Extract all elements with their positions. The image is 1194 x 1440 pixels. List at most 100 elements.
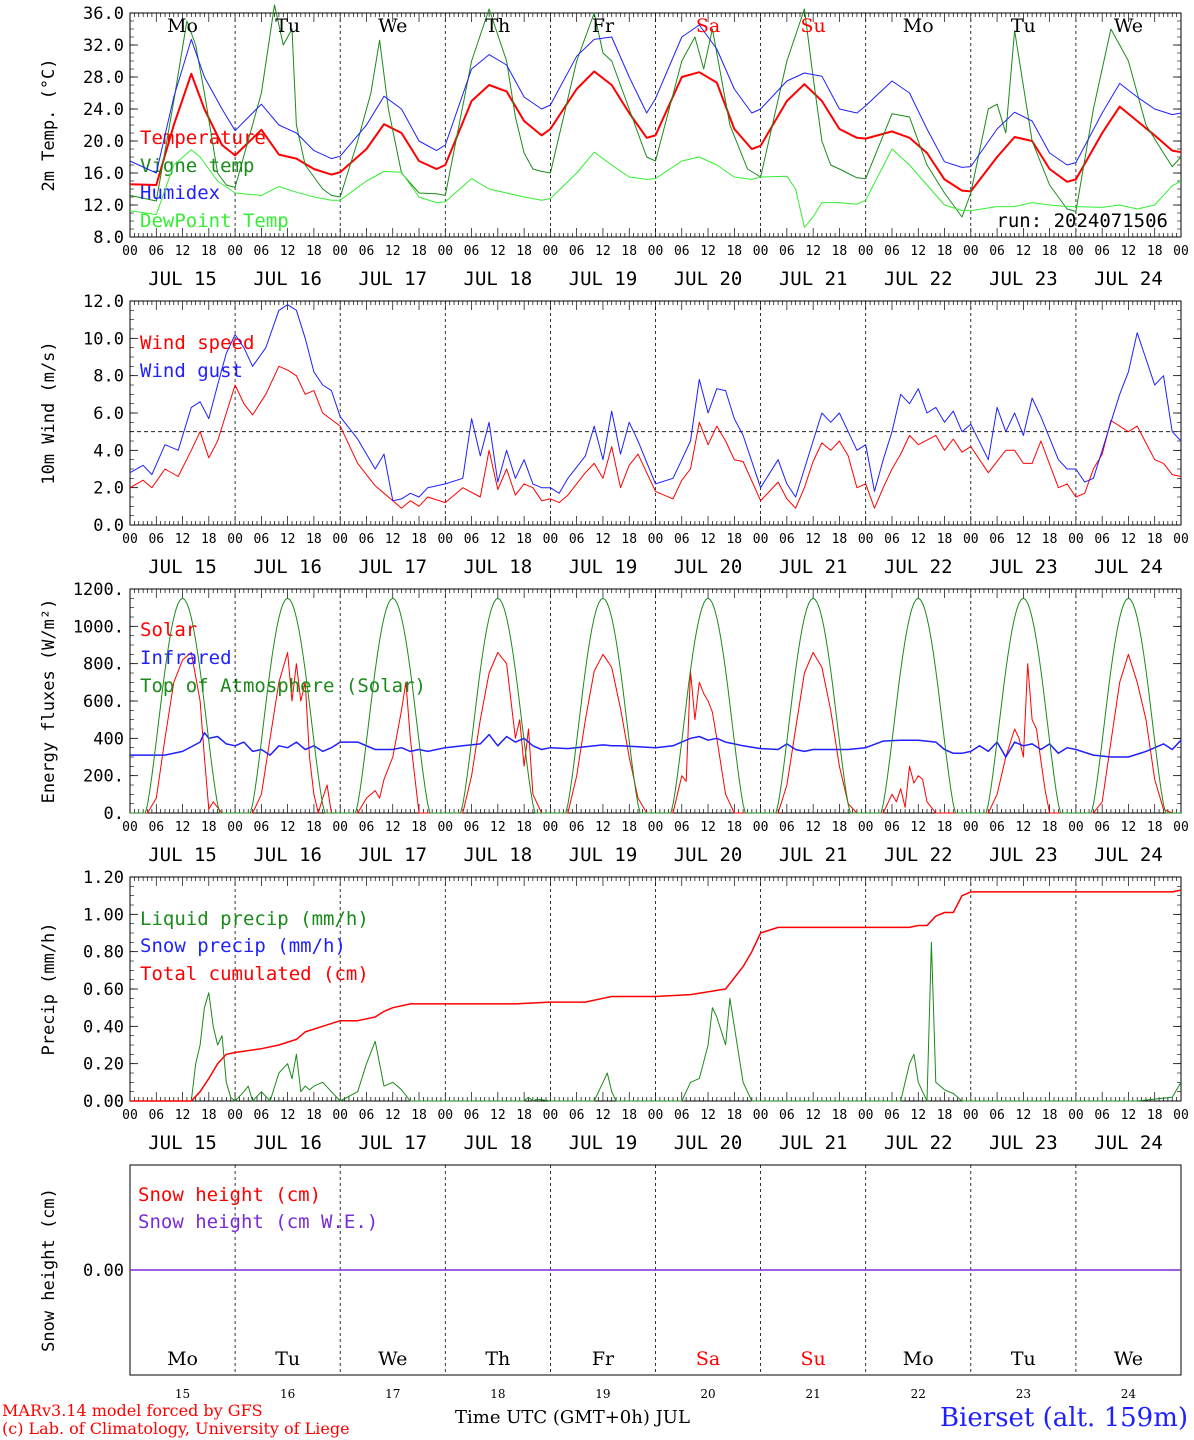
bottom-day-number: 18	[490, 1387, 505, 1401]
x-hour-label: 12	[805, 244, 821, 259]
x-hour-label: 06	[989, 1108, 1005, 1123]
x-hour-label: 18	[1147, 244, 1163, 259]
x-date-label: JUL 17	[358, 844, 427, 866]
panel-4: 1.20 1.00 0.80 0.60 0.40 0.20 0.00 Precip (mm/h…	[39, 868, 1189, 1154]
legend-entry: Temperature	[140, 127, 266, 149]
x-hour-label: 00	[1068, 1108, 1084, 1123]
series-wind-speed	[129, 365, 1182, 509]
bottom-day-label: Mo	[167, 1348, 198, 1370]
x-date-label: JUL 16	[253, 1132, 322, 1154]
x-hour-label: 06	[989, 532, 1005, 547]
x-hour-label: 12	[1016, 532, 1032, 547]
x-hour-label: 18	[201, 1108, 217, 1123]
x-hour-label: 06	[254, 820, 270, 835]
x-hour-label: 00	[1068, 244, 1084, 259]
day-of-week-label: Th	[485, 15, 510, 37]
x-hour-label: 06	[254, 244, 270, 259]
x-hour-label: 18	[937, 532, 953, 547]
x-hour-label: 18	[411, 532, 427, 547]
legend-entry: Snow height (cm W.E.)	[138, 1211, 378, 1233]
legend-entry: Liquid precip (mm/h)	[140, 908, 369, 930]
series-humidex	[129, 24, 1182, 174]
x-date-label: JUL 17	[358, 1132, 427, 1154]
bottom-day-number: 24	[1121, 1387, 1137, 1401]
y-tick-label: 1.00	[83, 905, 124, 925]
x-hour-label: 18	[1042, 1108, 1058, 1123]
x-hour-label: 12	[175, 820, 191, 835]
x-hour-label: 06	[884, 1108, 900, 1123]
x-hour-label: 06	[884, 244, 900, 259]
x-hour-label: 06	[464, 1108, 480, 1123]
y-tick-label: 1200.	[73, 580, 124, 600]
x-date-label: JUL 19	[569, 268, 638, 290]
x-hour-label: 06	[148, 820, 164, 835]
x-hour-label: 00	[122, 532, 138, 547]
x-hour-label: 18	[306, 532, 322, 547]
day-of-week-label: Su	[801, 15, 826, 37]
x-hour-label: 12	[700, 820, 716, 835]
x-hour-label: 18	[726, 244, 742, 259]
y-tick-label: 36.0	[83, 4, 124, 24]
day-of-week-label: Fr	[592, 15, 615, 37]
bottom-day-label: Sa	[696, 1348, 720, 1370]
day-of-week-label: Tu	[275, 15, 300, 37]
x-hour-label: 06	[254, 1108, 270, 1123]
x-hour-label: 12	[1016, 820, 1032, 835]
day-of-week-label: Tu	[1011, 15, 1036, 37]
x-date-label: JUL 22	[884, 1132, 953, 1154]
x-hour-label: 00	[332, 532, 348, 547]
x-hour-label: 06	[779, 244, 795, 259]
x-hour-label: 12	[910, 532, 926, 547]
panel-5: 0.00 Snow height (cm) Snow height (cm) Snow…	[39, 1164, 1182, 1376]
x-hour-label: 00	[648, 1108, 664, 1123]
x-hour-label: 12	[910, 1108, 926, 1123]
x-date-label: JUL 22	[884, 268, 953, 290]
x-hour-label: 00	[437, 532, 453, 547]
y-tick-label: 0.00	[83, 1261, 124, 1281]
x-date-label: JUL 23	[989, 1132, 1058, 1154]
x-date-label: JUL 21	[779, 1132, 848, 1154]
x-date-label: JUL 19	[569, 556, 638, 578]
x-hour-label: 12	[1121, 532, 1137, 547]
time-axis-title: Time UTC (GMT+0h) JUL	[455, 1407, 690, 1428]
y-tick-label: 8.0	[93, 228, 124, 248]
y-tick-label: 200.	[83, 767, 124, 787]
x-hour-label: 00	[543, 532, 559, 547]
x-hour-label: 18	[621, 244, 637, 259]
x-hour-label: 06	[464, 532, 480, 547]
bottom-day-label: Th	[485, 1348, 510, 1370]
x-hour-label: 00	[543, 1108, 559, 1123]
x-hour-label: 00	[543, 244, 559, 259]
y-axis-title: 10m Wind (m/s)	[39, 341, 59, 484]
x-hour-label: 06	[779, 532, 795, 547]
x-hour-label: 18	[306, 1108, 322, 1123]
x-hour-label: 18	[201, 820, 217, 835]
x-date-label: JUL 16	[253, 844, 322, 866]
x-hour-label: 12	[1016, 244, 1032, 259]
x-hour-label: 12	[805, 820, 821, 835]
day-of-week-label: We	[1114, 15, 1143, 37]
panel-3: 1200. 1000. 800. 600. 400 200. 0. Energy fluxes…	[39, 580, 1189, 866]
x-hour-label: 06	[674, 532, 690, 547]
x-date-label: JUL 18	[464, 844, 533, 866]
y-tick-label: 0.20	[83, 1055, 124, 1075]
x-hour-label: 00	[753, 244, 769, 259]
x-hour-label: 06	[674, 244, 690, 259]
x-hour-label: 00	[227, 820, 243, 835]
x-hour-label: 00	[1068, 532, 1084, 547]
x-date-label: JUL 19	[569, 1132, 638, 1154]
bottom-day-label: We	[378, 1348, 407, 1370]
x-hour-label: 00	[858, 532, 874, 547]
x-hour-label: 00	[1173, 532, 1189, 547]
x-hour-label: 06	[359, 820, 375, 835]
y-tick-label: 0.00	[83, 1092, 124, 1112]
x-hour-label: 12	[280, 244, 296, 259]
y-tick-label: 24.0	[83, 100, 124, 120]
run-label: run: 2024071506	[996, 210, 1168, 232]
y-tick-label: 32.0	[83, 36, 124, 56]
lab-credit: (c) Lab. of Climatology, University of L…	[2, 1419, 350, 1438]
series-dewpoint-temp	[129, 148, 1182, 228]
x-hour-label: 06	[254, 532, 270, 547]
x-hour-label: 12	[805, 1108, 821, 1123]
